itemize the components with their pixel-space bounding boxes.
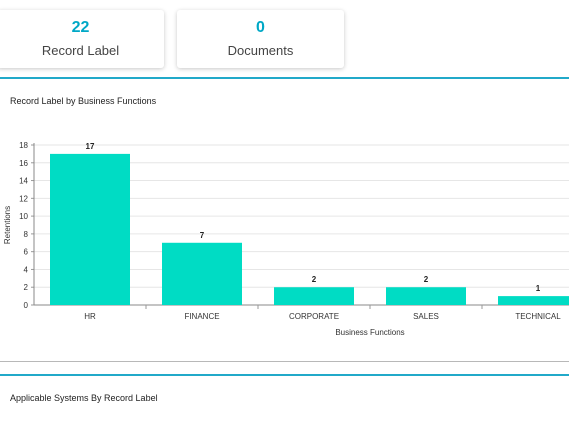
y-tick-label: 0 [24, 301, 29, 310]
y-tick-label: 4 [24, 265, 29, 274]
y-tick-label: 10 [19, 212, 28, 221]
bar-value-label: 17 [86, 142, 95, 151]
bar-value-label: 2 [424, 275, 429, 284]
bar-finance [162, 242, 242, 305]
x-tick-label: CORPORATE [289, 312, 339, 321]
chart-panel-top-border [0, 77, 569, 79]
chart-panel-bottom-border [0, 361, 569, 362]
y-tick-label: 18 [19, 141, 28, 150]
documents-caption: Documents [227, 43, 294, 58]
y-tick-label: 2 [24, 283, 29, 292]
x-axis-title: Business Functions [335, 328, 404, 337]
record-label-caption: Record Label [41, 43, 120, 58]
bar-value-label: 1 [536, 284, 541, 293]
bar-hr [50, 153, 130, 305]
y-tick-label: 16 [19, 159, 28, 168]
x-tick-label: SALES [413, 312, 439, 321]
bar-corporate [274, 287, 354, 305]
documents-card[interactable]: 0 Documents [177, 10, 344, 68]
x-tick-label: FINANCE [184, 312, 219, 321]
record-label-card[interactable]: 22 Record Label [0, 10, 164, 68]
bar-value-label: 2 [312, 275, 317, 284]
x-tick-label: HR [84, 312, 96, 321]
y-tick-label: 14 [19, 177, 28, 186]
y-tick-label: 8 [24, 230, 29, 239]
systems-panel-top-border [0, 374, 569, 376]
record-label-count: 22 [71, 19, 90, 36]
bar-chart: 0 2 4 6 8 10 12 14 16 18 17 HR 7 FINANCE 2 CORPORATE 2 SA… [3, 141, 569, 337]
bar-technical [498, 296, 569, 305]
chart-panel-title: Record Label by Business Functions [10, 96, 157, 106]
y-tick-label: 6 [24, 248, 29, 257]
bar-sales [386, 287, 466, 305]
systems-panel-title: Applicable Systems By Record Label [10, 393, 158, 403]
y-tick-label: 12 [19, 194, 28, 203]
documents-count: 0 [256, 19, 265, 36]
x-tick-label: TECHNICAL [515, 312, 561, 321]
y-axis-title: Retentions [3, 206, 12, 244]
bar-value-label: 7 [200, 231, 205, 240]
